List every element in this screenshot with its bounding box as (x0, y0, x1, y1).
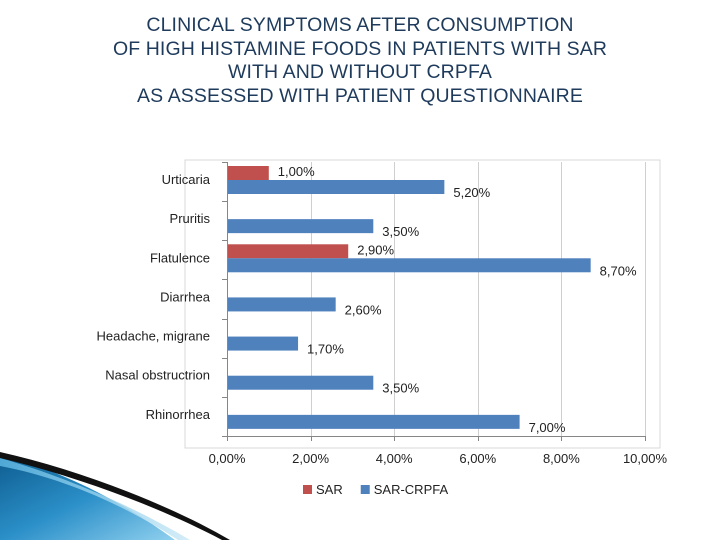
slide-title: CLINICAL SYMPTOMS AFTER CONSUMPTION OF H… (0, 14, 720, 108)
x-tick-label: 10,00% (623, 451, 668, 466)
legend-swatch-sar (303, 485, 312, 494)
category-label: Pruritis (170, 211, 211, 226)
legend-label: SAR-CRPFA (374, 482, 449, 497)
category-label: Headache, migrane (97, 329, 210, 344)
bar-sar-crpfa (228, 258, 591, 273)
title-line-1: CLINICAL SYMPTOMS AFTER CONSUMPTION (146, 14, 574, 36)
grid-lines (222, 162, 646, 441)
x-tick-label: 6,00% (459, 451, 496, 466)
bar-sar-crpfa (228, 336, 299, 351)
title-line-2: OF HIGH HISTAMINE FOODS IN PATIENTS WITH… (112, 37, 608, 60)
legend-swatch-sar-crpfa (360, 485, 370, 494)
data-labels: 1,00% 5,20% 3,50% 2,90% 8,70% 2,60% 1,70% 3,50%… (278, 164, 637, 435)
title-line-4: AS ASSESSED WITH PATIENT QUESTIONNAIRE (137, 84, 583, 107)
data-label: 3,50% (382, 224, 419, 239)
data-label: 1,70% (307, 342, 344, 357)
category-label: Urticaria (162, 172, 211, 187)
bar-sar-crpfa (228, 375, 374, 390)
category-label: Diarrhea (160, 289, 211, 304)
data-label: 1,00% (278, 164, 315, 179)
bar-sar-crpfa (228, 219, 374, 234)
legend-label: SAR (316, 482, 343, 497)
data-label: 2,60% (345, 302, 382, 317)
category-label: Nasal obstructrion (105, 368, 210, 383)
chart-border (184, 159, 661, 449)
plot-area (184, 159, 661, 449)
category-labels: Urticaria Pruritis Flatulence Diarrhea Heada… (97, 172, 211, 422)
chart-legend: SAR SAR-CRPFA (303, 482, 448, 497)
bar-sar (228, 244, 349, 259)
title-line-3: WITH AND WITHOUT CRPFA (227, 61, 492, 83)
bar-sar-crpfa (228, 180, 445, 194)
bar-sar-crpfa (228, 297, 336, 312)
data-label: 7,00% (529, 420, 566, 435)
category-label: Rhinorrhea (146, 407, 211, 422)
x-tick-label: 4,00% (376, 451, 413, 466)
bar-sar-crpfa (228, 414, 520, 429)
bars (228, 166, 591, 429)
x-tick-label: 0,00% (209, 451, 246, 466)
data-label: 8,70% (600, 263, 637, 278)
corner-swoosh-decoration (0, 452, 230, 540)
bar-sar (228, 166, 269, 180)
x-tick-labels: 0,00% 2,00% 4,00% 6,00% 8,00% 10,00% (209, 451, 668, 466)
data-label: 3,50% (382, 381, 419, 396)
x-tick-label: 8,00% (543, 451, 580, 466)
data-label: 2,90% (357, 242, 394, 257)
data-label: 5,20% (453, 185, 490, 200)
category-label: Flatulence (150, 250, 210, 265)
x-tick-label: 2,00% (292, 451, 329, 466)
